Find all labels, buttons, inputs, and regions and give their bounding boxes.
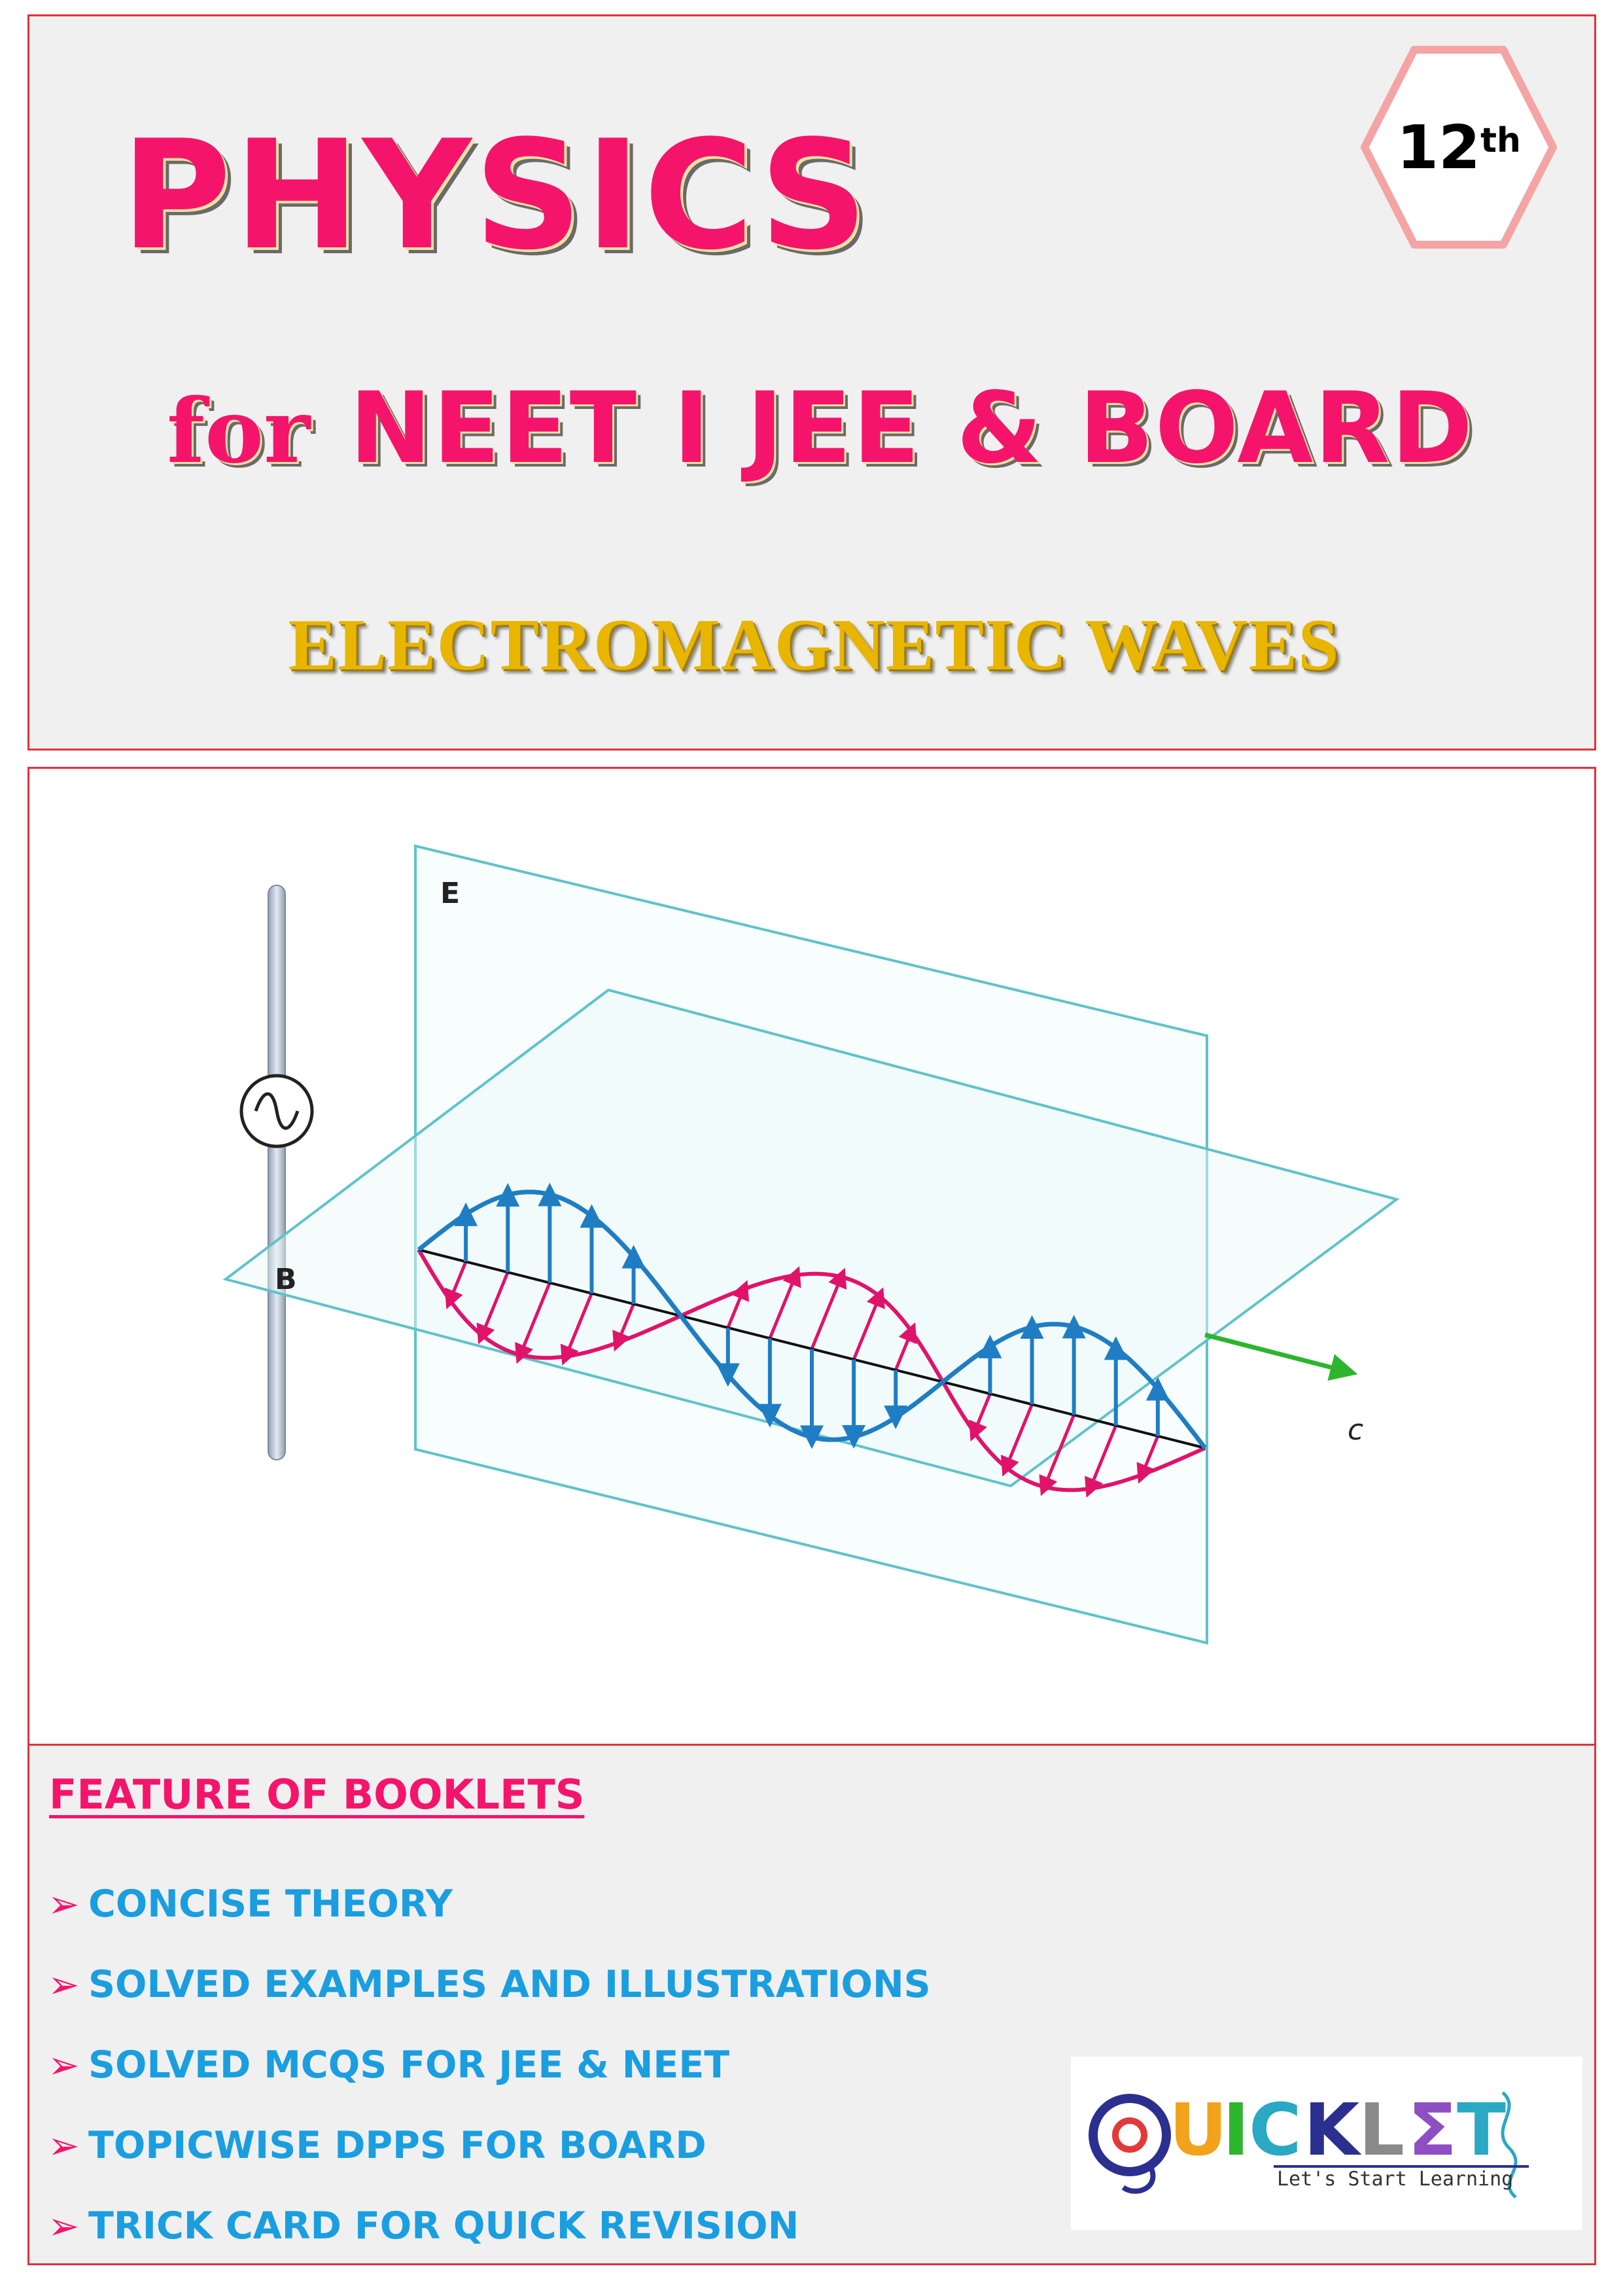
feature-list: ➢ CONCISE THEORY ➢ SOLVED EXAMPLES AND ILL… — [48, 1863, 931, 2266]
logo-letter: U — [1169, 2088, 1227, 2172]
feature-text: TOPICWISE DPPS FOR BOARD — [88, 2123, 707, 2167]
electric-field-wave — [417, 1190, 1207, 1450]
magnetic-field-vector — [1000, 1404, 1034, 1477]
list-item: ➢ CONCISE THEORY — [48, 1863, 931, 1944]
magnetic-field-vector — [852, 1287, 885, 1360]
feature-text: SOLVED MCQS FOR JEE & NEET — [88, 2043, 730, 2087]
subtitle-exams: NEET I JEE & BOARD — [349, 372, 1475, 486]
magnetic-field-vector — [476, 1271, 510, 1345]
magnetic-field-plane — [222, 988, 1400, 1488]
arrow-bullet-icon: ➢ — [48, 2123, 80, 2168]
antenna-rod — [268, 885, 286, 1460]
grade-number: 12 — [1397, 112, 1481, 183]
magnetic-field-vector — [810, 1267, 847, 1350]
cover-header: PHYSICS for NEET I JEE & BOARD ELECTROMAG… — [27, 14, 1596, 751]
subtitle-for: for — [167, 379, 311, 483]
list-item: ➢ SOLVED EXAMPLES AND ILLUSTRATIONS — [48, 1944, 931, 2024]
magnetic-field-vector — [726, 1280, 750, 1329]
chapter-title: ELECTROMAGNETIC WAVES — [288, 605, 1340, 686]
feature-text: CONCISE THEORY — [88, 1882, 453, 1926]
cover-body: E B c FEATURE OF BOOKLETS ➢ CONCISE THEOR… — [27, 767, 1596, 2265]
grade-suffix: th — [1480, 121, 1521, 160]
label-e: E — [440, 877, 460, 910]
magnetic-field-vector — [768, 1266, 801, 1339]
magnetic-field-vector — [515, 1282, 551, 1364]
propagation-arrow — [1204, 1332, 1358, 1381]
logo-letter: L — [1359, 2088, 1405, 2172]
list-item: ➢ SOLVED MCQS FOR JEE & NEET — [48, 2024, 931, 2105]
logo-letter: I — [1223, 2088, 1249, 2172]
em-wave-diagram: E B c — [222, 844, 1400, 1645]
list-item: ➢ TRICK CARD FOR QUICK REVISION — [48, 2185, 931, 2266]
em-wave-figure: E B c — [29, 769, 1594, 1744]
magnetic-field-vector — [612, 1303, 635, 1352]
wave-vectors — [417, 1182, 1207, 1498]
label-b: B — [275, 1263, 297, 1296]
features-heading: FEATURE OF BOOKLETS — [49, 1771, 585, 1818]
magnetic-field-vector — [1039, 1414, 1075, 1496]
feature-text: SOLVED EXAMPLES AND ILLUSTRATIONS — [88, 1962, 931, 2006]
label-c: c — [1348, 1413, 1363, 1447]
features-section: FEATURE OF BOOKLETS ➢ CONCISE THEORY ➢ SOL… — [29, 1744, 1594, 2263]
quicklet-logo-mark: U I C K L Σ T — [1089, 2088, 1529, 2199]
arrow-bullet-icon: ➢ — [48, 1881, 80, 1926]
list-item: ➢ TOPICWISE DPPS FOR BOARD — [48, 2105, 931, 2185]
quicklet-logo: U I C K L Σ T Let's Start Learning — [1071, 2057, 1582, 2230]
magnetic-field-vector — [560, 1292, 593, 1366]
logo-letter: Σ — [1408, 2088, 1457, 2172]
magnetic-field-wave — [417, 1248, 1206, 1492]
logo-letter: K — [1304, 2088, 1362, 2172]
magnetic-field-vector — [1085, 1424, 1118, 1498]
grade-hexagon-icon — [1361, 46, 1557, 249]
arrow-bullet-icon: ➢ — [48, 2203, 80, 2248]
magnetic-field-vector — [894, 1322, 917, 1371]
magnetic-field-vector — [444, 1261, 468, 1310]
cover-title: PHYSICS — [121, 109, 871, 283]
cover-subtitle: for NEET I JEE & BOARD — [167, 380, 1474, 478]
logo-letter: T — [1457, 2088, 1506, 2172]
magnetic-field-vector — [1136, 1435, 1160, 1484]
logo-tagline: Let's Start Learning — [1277, 2168, 1514, 2191]
ac-wave-symbol — [254, 1092, 300, 1130]
arrow-bullet-icon: ➢ — [48, 1962, 80, 2007]
logo-letter: C — [1249, 2088, 1302, 2172]
feature-text: TRICK CARD FOR QUICK REVISION — [88, 2204, 799, 2248]
electric-field-plane — [414, 844, 1208, 1645]
magnetic-field-vector — [969, 1393, 992, 1442]
arrow-bullet-icon: ➢ — [48, 2042, 80, 2087]
